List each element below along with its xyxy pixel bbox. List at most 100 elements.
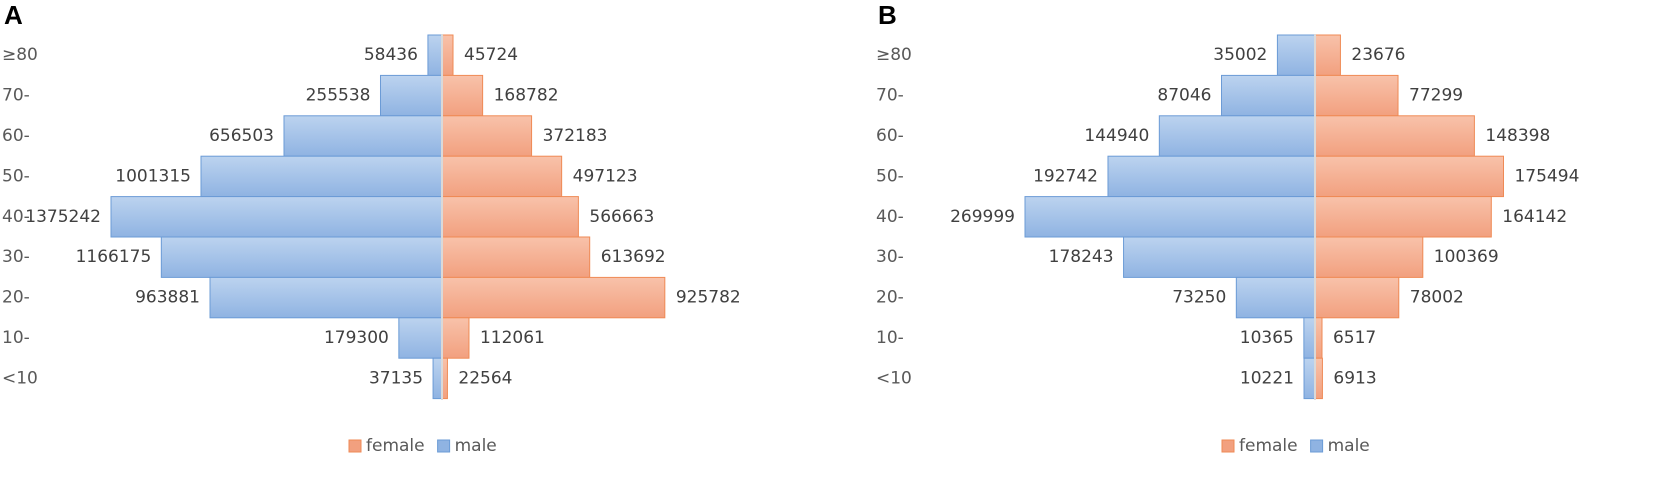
panel-label-a: A: [4, 0, 23, 30]
age-label: 40-: [876, 207, 904, 227]
bar-male: [1123, 236, 1316, 278]
value-label-female: 497123: [573, 166, 638, 186]
value-label-female: 613692: [601, 247, 666, 267]
bar-male: [398, 317, 443, 359]
chart-panel-b: B ≥80 35002 23676 70- 87046 77299 60- 144940 1483…: [876, 0, 1579, 456]
legend-swatch-male: [437, 439, 451, 453]
bar-female: [1314, 276, 1400, 319]
value-label-male: 1375242: [25, 207, 101, 227]
age-label: 20-: [2, 288, 30, 308]
legend-label-female: female: [366, 436, 425, 456]
legend-swatch-female: [1221, 439, 1235, 453]
legend-swatch-female: [348, 439, 362, 453]
value-label-female: 164142: [1502, 207, 1567, 227]
bar-male: [379, 74, 443, 117]
value-label-female: 22564: [458, 368, 512, 388]
bar-male: [1107, 155, 1316, 198]
bar-male: [1024, 196, 1316, 238]
value-label-male: 178243: [1049, 247, 1114, 267]
value-label-male: 269999: [950, 207, 1015, 227]
value-label-male: 144940: [1084, 126, 1149, 146]
chart-panel-a: A ≥80 58436 45724 70- 255538 168782 60- 656503 37…: [2, 0, 741, 456]
legend-label-male: male: [455, 436, 497, 456]
legend: female male: [348, 436, 497, 456]
age-label: <10: [2, 368, 38, 388]
age-label: 10-: [876, 328, 904, 348]
value-label-female: 100369: [1434, 247, 1499, 267]
value-label-female: 168782: [494, 86, 559, 106]
value-label-male: 656503: [209, 126, 274, 146]
legend: female male: [1221, 436, 1370, 456]
value-label-male: 37135: [369, 368, 423, 388]
bar-female: [441, 317, 470, 359]
bar-male: [1276, 34, 1316, 76]
value-label-male: 192742: [1033, 166, 1098, 186]
bar-male: [110, 196, 443, 238]
age-label: ≥80: [876, 45, 912, 65]
bar-male: [160, 236, 443, 278]
bar-male: [1303, 357, 1316, 400]
panel-label-b: B: [878, 0, 897, 30]
bar-female: [441, 196, 579, 238]
value-label-female: 925782: [676, 288, 741, 308]
value-label-female: 77299: [1409, 86, 1463, 106]
bar-male: [1158, 115, 1316, 157]
bar-female: [1314, 196, 1492, 238]
age-label: 40-: [2, 207, 30, 227]
bar-male: [432, 357, 443, 400]
age-label: 60-: [2, 126, 30, 146]
age-label: 10-: [2, 328, 30, 348]
bar-female: [1314, 74, 1399, 117]
bar-female: [441, 115, 533, 157]
bar-female: [1314, 357, 1323, 400]
value-label-female: 148398: [1485, 126, 1550, 146]
value-label-female: 112061: [480, 328, 545, 348]
age-label: 50-: [2, 166, 30, 186]
age-label: <10: [876, 368, 912, 388]
value-label-male: 1001315: [115, 166, 191, 186]
bar-male: [427, 34, 443, 76]
value-label-female: 175494: [1514, 166, 1579, 186]
age-label: 70-: [2, 86, 30, 106]
value-label-female: 78002: [1410, 288, 1464, 308]
bar-male: [1235, 276, 1316, 319]
age-label: 30-: [2, 247, 30, 267]
value-label-female: 6913: [1333, 368, 1376, 388]
value-label-male: 87046: [1157, 86, 1211, 106]
value-label-female: 566663: [589, 207, 654, 227]
bar-male: [200, 155, 443, 198]
bar-female: [441, 74, 484, 117]
age-label: 20-: [876, 288, 904, 308]
value-label-male: 58436: [364, 45, 418, 65]
bar-female: [441, 155, 563, 198]
bar-male: [1303, 317, 1316, 359]
age-label: 70-: [876, 86, 904, 106]
bar-female: [441, 276, 666, 319]
bar-male: [283, 115, 443, 157]
bar-female: [1314, 317, 1323, 359]
legend-label-male: male: [1328, 436, 1370, 456]
value-label-male: 73250: [1172, 288, 1226, 308]
bar-female: [1314, 34, 1341, 76]
value-label-female: 6517: [1333, 328, 1376, 348]
age-label: 30-: [876, 247, 904, 267]
bar-female: [441, 236, 591, 278]
value-label-male: 179300: [324, 328, 389, 348]
bar-female: [1314, 115, 1475, 157]
bar-male: [209, 276, 443, 319]
value-label-male: 963881: [135, 288, 200, 308]
value-label-male: 10221: [1240, 368, 1294, 388]
bar-female: [441, 34, 454, 76]
value-label-female: 23676: [1351, 45, 1405, 65]
bar-male: [1221, 74, 1316, 117]
value-label-male: 1166175: [76, 247, 152, 267]
bar-female: [1314, 236, 1424, 278]
value-label-male: 255538: [306, 86, 371, 106]
value-label-male: 10365: [1240, 328, 1294, 348]
age-label: ≥80: [2, 45, 38, 65]
age-label: 50-: [876, 166, 904, 186]
age-label: 60-: [876, 126, 904, 146]
legend-swatch-male: [1310, 439, 1324, 453]
value-label-female: 45724: [464, 45, 518, 65]
